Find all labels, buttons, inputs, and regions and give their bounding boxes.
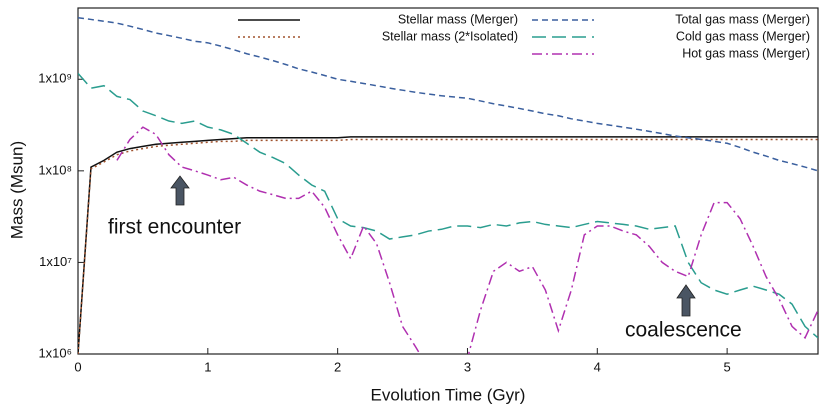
series-line bbox=[116, 126, 818, 354]
x-tick-label: 0 bbox=[74, 359, 81, 374]
legend-label: Total gas mass (Merger) bbox=[675, 12, 810, 26]
y-tick-label: 1x10⁷ bbox=[39, 254, 72, 269]
series-line bbox=[78, 136, 818, 354]
x-tick-label: 1 bbox=[204, 359, 211, 374]
annotation-arrow bbox=[170, 175, 190, 206]
legend-label: Stellar mass (Merger) bbox=[398, 12, 518, 26]
plot-lines bbox=[78, 16, 818, 354]
y-tick-label: 1x10⁹ bbox=[38, 71, 72, 86]
x-tick-label: 3 bbox=[464, 359, 471, 374]
legend-label: Cold gas mass (Merger) bbox=[676, 29, 810, 43]
series-line bbox=[78, 16, 818, 172]
annotation: coalescence bbox=[625, 319, 742, 342]
plot-frame bbox=[77, 7, 819, 355]
series-line bbox=[78, 138, 818, 354]
y-axis-label: Mass (Msun) bbox=[7, 141, 26, 239]
y-tick-label: 1x10⁶ bbox=[38, 345, 72, 360]
legend-label: Stellar mass (2*Isolated) bbox=[382, 29, 518, 43]
x-tick-label: 2 bbox=[334, 359, 341, 374]
annotation-arrow bbox=[676, 284, 696, 317]
legend-label: Hot gas mass (Merger) bbox=[682, 46, 810, 60]
annotation: first encounter bbox=[108, 216, 241, 239]
series-line bbox=[78, 72, 818, 339]
y-tick-label: 1x10⁸ bbox=[38, 162, 72, 177]
x-tick-label: 5 bbox=[724, 359, 731, 374]
x-axis-label: Evolution Time (Gyr) bbox=[371, 385, 526, 404]
x-tick-label: 4 bbox=[594, 359, 601, 374]
